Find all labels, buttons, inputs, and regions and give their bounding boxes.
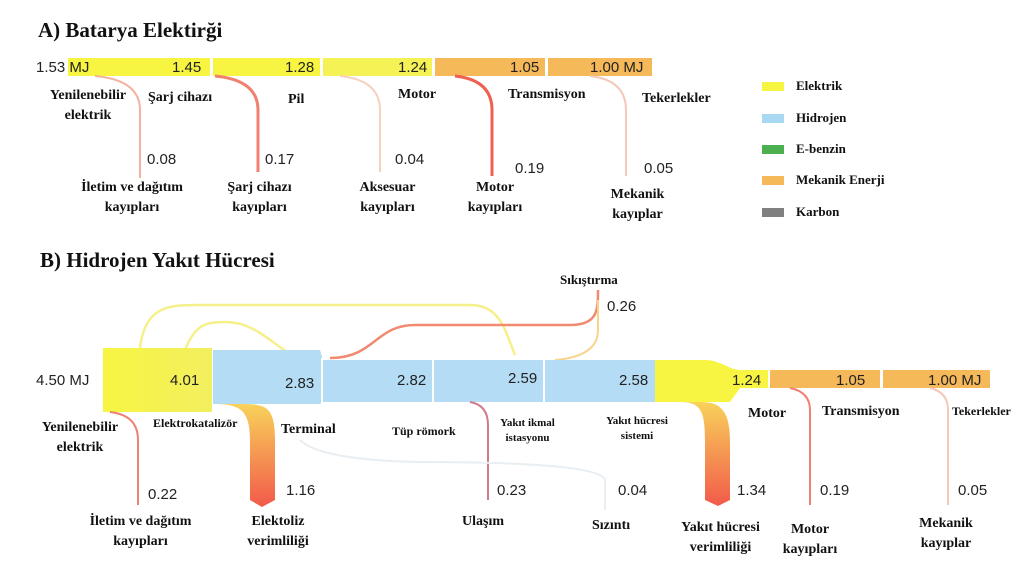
b-node-tube-trailer: Tüp römork [392, 424, 456, 438]
section-b-title: B) Hidrojen Yakıt Hücresi [40, 248, 275, 272]
legend-label: E-benzin [796, 141, 846, 156]
section-a-title: A) Batarya Elektirği [38, 18, 223, 42]
a-loss-value: 0.19 [515, 160, 545, 177]
flow-a-transmission [435, 58, 545, 76]
b-input-value: 4.50 MJ [36, 372, 90, 389]
b-node-fuelcell: Yakıt hücresi sistemi [606, 415, 668, 442]
legend-item: Karbon [762, 204, 839, 220]
a-loss-label: İletim ve dağıtım kayıpları [81, 180, 183, 215]
legend-swatch [762, 144, 784, 154]
flow-a-charger [68, 58, 210, 76]
flow-b-compression-return [554, 300, 599, 361]
flow-b-renewable [103, 348, 212, 412]
b-loss-value: 0.05 [958, 482, 988, 499]
a-flow-value: 1.28 [285, 59, 315, 76]
a-flow-value: 1.00 MJ [590, 59, 644, 76]
a-flow-value: 1.24 [398, 59, 428, 76]
a-node-charger: Şarj cihazı [148, 90, 213, 105]
a-node-battery: Pil [288, 92, 305, 107]
b-compression-label: Sıkıştırma [560, 272, 618, 287]
b-flow-value: 2.82 [397, 372, 427, 389]
legend-item: E-benzin [762, 141, 846, 157]
legend-item: Hidrojen [762, 110, 846, 126]
a-loss-label: Aksesuar kayıpları [359, 180, 416, 215]
b-loss-label: İletim ve dağıtım kayıpları [89, 514, 192, 549]
a-loss-value: 0.05 [644, 160, 674, 177]
legend-swatch [762, 175, 784, 185]
legend-item: Elektrik [762, 78, 842, 94]
b-node-transmission: Transmisyon [822, 404, 900, 419]
loss-b-electrolysis [213, 404, 275, 507]
b-loss-label: Ulaşım [462, 514, 504, 529]
loss-a-accessory [339, 75, 381, 172]
b-loss-label: Mekanik kayıplar [919, 516, 973, 551]
flow-b-wheels [883, 370, 990, 388]
flow-a-battery [213, 58, 320, 76]
a-loss-label: Motor kayıpları [467, 180, 523, 215]
b-flow-value: 2.59 [508, 370, 538, 387]
b-node-renewable: Yenilenebilir elektrik [41, 420, 119, 455]
loss-a-mechanical [589, 75, 627, 176]
loss-b-transport [469, 401, 489, 500]
b-flow-value: 1.24 [732, 372, 762, 389]
a-node-renewable: Yenilenebilir elektrik [49, 88, 127, 123]
legend-label: Elektrik [796, 78, 843, 93]
legend-item: Mekanik Enerji [762, 172, 884, 188]
a-flow-value: 1.45 [172, 59, 202, 76]
b-loss-label: Elektoliz verimliliği [247, 514, 309, 549]
loss-a-transmission [94, 75, 141, 178]
b-node-station: Yakıt ikmal istasyonu [500, 417, 555, 444]
b-flow-value: 1.05 [836, 372, 866, 389]
flow-b-fuelcell-electric [655, 360, 768, 402]
legend-swatch [762, 113, 784, 123]
legend-label: Mekanik Enerji [796, 172, 885, 187]
loss-b-leakage [299, 439, 606, 510]
flow-a-motor [323, 58, 432, 76]
loss-b-motor [789, 387, 811, 505]
a-loss-value: 0.08 [147, 151, 177, 168]
a-loss-label: Şarj cihazı kayıpları [227, 180, 292, 215]
legend-swatch [762, 207, 784, 217]
flow-b-transmission [770, 370, 880, 388]
a-loss-value: 0.17 [265, 151, 295, 168]
b-loss-label: Yakıt hücresi verimliliği [681, 520, 760, 555]
loss-b-fuelcell [680, 402, 730, 506]
b-loss-value: 1.34 [737, 482, 767, 499]
legend-label: Karbon [796, 204, 840, 219]
b-loss-label: Motor kayıpları [782, 522, 838, 557]
b-node-electrocatalyzer: Elektrokatalizör [153, 416, 238, 430]
loss-a-charger [214, 74, 260, 172]
legend-swatch [762, 81, 784, 91]
b-node-terminal: Terminal [281, 422, 336, 437]
flow-b-compression-loop [329, 289, 600, 360]
b-loss-value: 1.16 [286, 482, 316, 499]
b-loss-label: Sızıntı [592, 518, 631, 533]
loss-a-motor [454, 74, 494, 176]
a-node-wheels: Tekerlekler [642, 91, 711, 106]
b-loss-value: 0.04 [618, 482, 648, 499]
a-loss-label: Mekanik kayıplar [610, 187, 665, 222]
b-flow-value: 2.58 [619, 372, 649, 389]
flow-a-wheels [548, 58, 652, 76]
loss-b-transmission [109, 411, 139, 505]
a-loss-value: 0.04 [395, 151, 425, 168]
b-flow-value: 4.01 [170, 372, 200, 389]
b-node-motor: Motor [748, 406, 787, 421]
loss-b-mechanical [929, 387, 949, 505]
b-loss-value: 0.22 [148, 486, 178, 503]
a-node-transmission: Transmisyon [508, 87, 586, 102]
a-node-motor: Motor [398, 87, 437, 102]
b-flow-value: 1.00 MJ [928, 372, 982, 389]
flow-b-elec-loop-outer [138, 303, 517, 356]
b-loss-value: 0.23 [497, 482, 527, 499]
legend-label: Hidrojen [796, 110, 847, 125]
a-flow-value: 1.05 [510, 59, 540, 76]
b-node-wheels: Tekerlekler [952, 404, 1011, 418]
b-flow-value: 2.83 [285, 375, 315, 392]
b-compression-value: 0.26 [607, 298, 637, 315]
b-loss-value: 0.19 [820, 482, 850, 499]
a-input-value: 1.53 MJ [36, 59, 90, 76]
